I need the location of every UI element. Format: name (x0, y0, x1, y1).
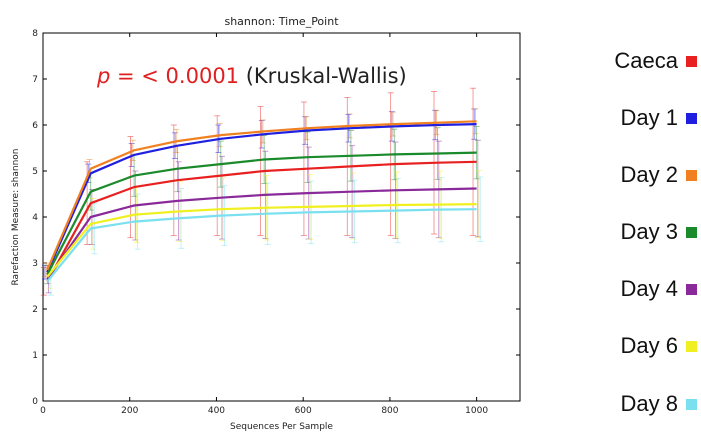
legend-label: Day 3 (620, 219, 678, 244)
legend-label: Day 1 (620, 105, 678, 130)
legend-swatch (686, 112, 697, 124)
legend-item-day-2: Day 2 (621, 162, 697, 188)
y-tick-label: 7 (32, 75, 38, 85)
legend-swatch (686, 226, 697, 238)
legend-item-caeca: Caeca (614, 48, 697, 74)
x-tick-label: 600 (295, 406, 312, 416)
y-tick-label: 6 (32, 121, 38, 131)
series-line-day-1 (46, 123, 477, 273)
series-line-day-2 (46, 120, 477, 271)
p-value: = < 0.0001 (117, 64, 246, 88)
x-tick-label: 0 (40, 406, 46, 416)
plot-frame (42, 32, 521, 402)
series-line-day-6 (46, 203, 477, 278)
y-tick-label: 0 (32, 397, 38, 407)
x-tick-label: 1000 (465, 406, 488, 416)
series-line-day-3 (46, 151, 477, 276)
x-tick-label: 200 (121, 406, 138, 416)
series-line-caeca (46, 160, 477, 282)
y-tick-label: 5 (32, 167, 38, 177)
legend-swatch (686, 283, 697, 295)
y-tick-label: 8 (32, 29, 38, 39)
legend-label: Day 8 (620, 391, 678, 416)
series-line-day-8 (46, 208, 477, 283)
legend-label: Day 2 (620, 162, 678, 187)
x-tick-label: 400 (208, 406, 225, 416)
y-axis-title: Rarefaction Measure: shannon (11, 148, 21, 285)
test-name: (Kruskal-Wallis) (246, 64, 407, 88)
x-tick-label: 800 (381, 406, 398, 416)
y-tick-label: 1 (32, 351, 38, 361)
y-tick-label: 4 (32, 213, 38, 223)
rarefaction-chart: shannon: Time_Point 0 200 400 600 800 1000 0 1 2 3… (11, 15, 521, 432)
legend-item-day-6: Day 6 (621, 333, 697, 359)
legend-item-day-8: Day 8 (621, 391, 697, 417)
legend-swatch (686, 340, 697, 352)
legend-swatch (686, 398, 697, 410)
legend-item-day-1: Day 1 (621, 105, 697, 131)
p-value-annotation: p = < 0.0001 (Kruskal-Wallis) (96, 64, 407, 88)
chart-title: shannon: Time_Point (224, 15, 339, 28)
legend-swatch (686, 55, 697, 67)
y-tick-label: 3 (32, 259, 38, 269)
legend-swatch (686, 169, 697, 181)
y-tick-label: 2 (32, 305, 38, 315)
legend-label: Day 6 (620, 333, 678, 358)
x-axis-title: Sequences Per Sample (230, 422, 333, 432)
p-symbol: p (96, 64, 117, 88)
legend-label: Day 4 (620, 276, 678, 301)
legend-item-day-4: Day 4 (621, 276, 697, 302)
legend-item-day-3: Day 3 (621, 219, 697, 245)
series-line-day-4 (46, 187, 477, 280)
legend-label: Caeca (614, 48, 678, 73)
